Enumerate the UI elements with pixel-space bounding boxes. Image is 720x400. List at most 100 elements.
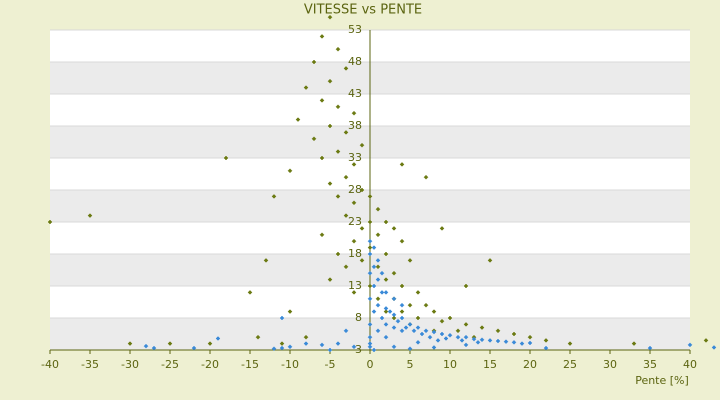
point [399,162,405,167]
point [255,334,261,340]
point [415,325,421,330]
point [335,194,341,199]
x-tick-label: 35 [643,358,657,371]
point [399,238,405,244]
point [479,337,485,343]
point [443,336,449,341]
point [703,338,709,343]
point [351,162,357,167]
point [287,309,293,314]
point [407,346,413,352]
point [375,328,381,334]
point [383,251,389,257]
point [383,322,389,327]
point [391,344,397,350]
point [223,155,229,161]
point [383,306,389,311]
point [471,336,477,342]
point [263,258,269,263]
x-axis-label: Pente [%] [635,374,689,387]
point [343,66,349,71]
point [487,338,493,343]
point [391,270,397,276]
point [407,322,413,327]
point [647,345,653,351]
x-tick-label: -40 [41,358,59,371]
point [371,283,377,289]
x-tick-label: 30 [603,358,617,371]
point [375,264,381,270]
point [303,85,309,90]
point [439,226,445,231]
point [447,315,453,321]
point [567,341,573,346]
point [319,98,325,103]
point [379,270,385,276]
point [423,174,429,180]
point [319,342,325,348]
point [375,277,381,282]
point [383,219,389,225]
point [287,344,293,350]
point [475,339,481,345]
point [367,238,373,244]
point [335,149,341,154]
point [359,258,365,263]
point [127,341,133,346]
x-tick-label: 15 [483,358,497,371]
x-tick-label: 40 [683,358,697,371]
point [303,334,309,340]
y-tick-label: 18 [348,247,362,260]
x-tick-label: 0 [367,358,374,371]
point [399,315,405,321]
point [391,226,397,231]
point [423,328,429,334]
x-tick-label: -25 [161,358,179,371]
point [419,331,425,337]
x-tick-label: -35 [81,358,99,371]
x-tick-label: -5 [325,358,336,371]
point [543,345,549,351]
y-tick-label: 33 [348,151,362,164]
point [311,59,317,65]
point [527,334,533,340]
point [415,339,421,345]
point [687,342,693,348]
point [371,245,377,250]
point [455,328,461,334]
point [191,345,197,351]
y-tick-label: 43 [348,87,362,100]
point [359,187,365,193]
point [407,302,413,308]
point [383,277,389,282]
point [287,168,293,174]
point [463,342,469,348]
point [387,309,393,314]
y-tick-label: 38 [348,119,362,132]
point [303,341,309,346]
x-tick-label: -20 [201,358,219,371]
x-tick-label: 25 [563,358,577,371]
point [151,345,157,351]
point [327,123,333,129]
point [399,283,405,289]
point [343,328,349,334]
point [367,219,373,225]
x-tick-label: -30 [121,358,139,371]
point [487,258,493,263]
point [47,219,53,225]
point [247,290,253,295]
point [279,341,285,346]
point [295,117,301,122]
point [479,325,485,330]
point [463,322,469,327]
x-tick-label: 10 [443,358,457,371]
point [279,345,285,351]
point [327,277,333,282]
point [319,155,325,161]
point [511,339,517,345]
point [379,315,385,321]
point [459,338,465,343]
